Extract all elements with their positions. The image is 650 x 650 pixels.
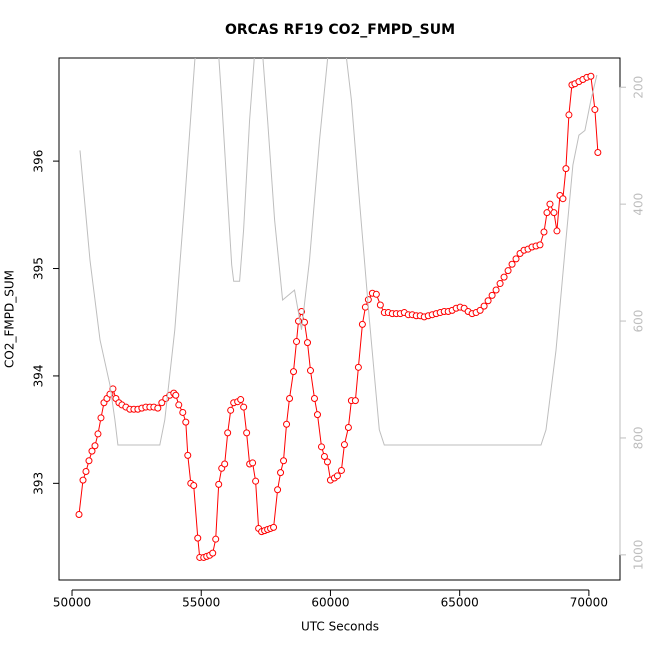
data-point <box>227 406 235 414</box>
data-point <box>270 523 278 531</box>
data-point <box>179 408 187 416</box>
plot-area <box>75 58 602 561</box>
y2-tick-label: 1000 <box>632 540 646 571</box>
data-point <box>224 429 232 437</box>
data-point <box>97 414 105 422</box>
data-point <box>317 443 325 451</box>
data-point <box>354 363 362 371</box>
data-point <box>562 165 570 173</box>
data-point <box>344 423 352 431</box>
data-point <box>293 338 301 346</box>
data-point <box>594 149 602 157</box>
data-point <box>559 195 567 203</box>
data-point <box>75 510 83 518</box>
data-point <box>243 429 251 437</box>
data-point <box>333 472 341 480</box>
data-point <box>546 200 554 208</box>
x-tick-label: 60000 <box>311 596 349 610</box>
data-point <box>221 460 229 468</box>
data-point <box>209 549 217 557</box>
data-point <box>190 481 198 489</box>
data-point <box>304 339 312 347</box>
series-line <box>78 75 599 558</box>
data-point <box>310 394 318 402</box>
data-point <box>372 290 380 298</box>
y-tick-label: 396 <box>32 150 46 173</box>
y2-tick-label: 600 <box>632 310 646 333</box>
x-tick-label: 50000 <box>53 596 91 610</box>
data-point <box>158 399 166 407</box>
data-point <box>109 385 117 393</box>
x-tick-label: 70000 <box>570 596 608 610</box>
data-point <box>340 441 348 449</box>
x-tick-label: 55000 <box>182 596 220 610</box>
data-point <box>249 459 257 467</box>
y-tick-label: 393 <box>32 472 46 495</box>
y2-tick-label: 400 <box>632 193 646 216</box>
y2-tick-label: 800 <box>632 427 646 450</box>
data-point <box>320 452 328 460</box>
data-point <box>587 72 595 80</box>
data-point <box>88 447 96 455</box>
data-point <box>476 306 484 314</box>
data-point <box>496 280 504 288</box>
data-point <box>274 486 282 494</box>
data-point <box>565 111 573 119</box>
data-point <box>175 401 183 409</box>
data-point <box>215 480 223 488</box>
data-point <box>484 297 492 305</box>
data-point <box>280 457 288 465</box>
data-point <box>550 209 558 217</box>
plot-box <box>58 57 621 581</box>
data-point <box>277 469 285 477</box>
data-point <box>184 451 192 459</box>
data-point <box>512 255 520 263</box>
data-point <box>212 535 220 543</box>
data-point <box>79 476 87 484</box>
data-point <box>500 273 508 281</box>
data-point <box>591 106 599 114</box>
data-point <box>492 286 500 294</box>
y-axis-label: CO2_FMPD_SUM <box>3 270 17 368</box>
data-point <box>480 302 488 310</box>
y-tick-label: 395 <box>32 257 46 280</box>
data-point <box>154 404 162 412</box>
data-point <box>240 403 248 411</box>
data-point <box>313 411 321 419</box>
data-point <box>376 301 384 309</box>
data-point <box>182 418 190 426</box>
data-point <box>82 468 90 476</box>
x-tick-label: 65000 <box>441 596 479 610</box>
data-point <box>172 391 180 399</box>
data-point <box>361 303 369 311</box>
chart-title: ORCAS RF19 CO2_FMPD_SUM <box>225 22 455 38</box>
data-point <box>553 227 561 235</box>
data-point <box>540 228 548 236</box>
data-point <box>290 368 298 376</box>
data-point <box>488 291 496 299</box>
data-point <box>543 209 551 217</box>
x-axis-label: UTC Seconds <box>301 620 379 634</box>
data-point <box>358 320 366 328</box>
data-point <box>91 442 99 450</box>
y2-tick-label: 200 <box>632 76 646 99</box>
data-point <box>194 534 202 542</box>
data-point <box>508 260 516 268</box>
data-point <box>94 430 102 438</box>
series-line <box>79 58 598 446</box>
data-point <box>323 458 331 466</box>
data-point <box>351 397 359 405</box>
data-point <box>286 394 294 402</box>
data-point <box>283 420 291 428</box>
data-point <box>504 267 512 275</box>
y-tick-label: 394 <box>32 364 46 387</box>
data-point <box>252 477 260 485</box>
data-point <box>85 457 93 465</box>
data-point <box>237 396 245 404</box>
data-point <box>307 367 315 375</box>
data-point <box>536 241 544 249</box>
data-point <box>337 466 345 474</box>
